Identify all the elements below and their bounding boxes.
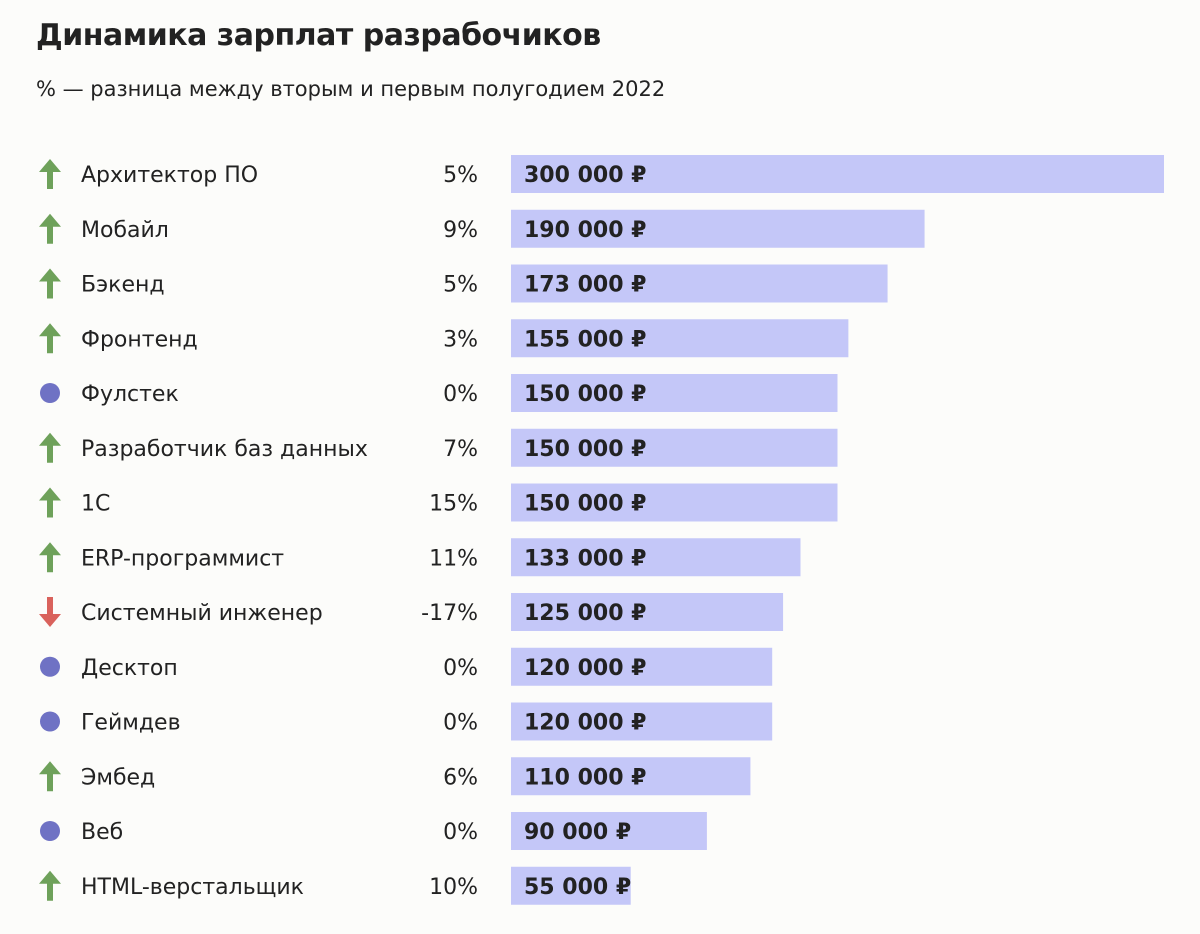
change-percent: 0% xyxy=(443,382,478,407)
chart-row: ERP-программист 11% 133 000 ₽ xyxy=(39,538,801,577)
bar-value-label: 133 000 ₽ xyxy=(524,546,646,571)
bar-value-label: 190 000 ₽ xyxy=(524,218,646,243)
category-label: Геймдев xyxy=(81,711,181,736)
category-label: HTML-верстальщик xyxy=(81,875,304,900)
chart-title: Динамика зарплат разрабочиков xyxy=(36,18,601,53)
category-label: Эмбед xyxy=(81,765,155,790)
arrow-down-icon xyxy=(39,597,61,627)
dot-icon xyxy=(40,656,60,677)
arrow-up-icon xyxy=(39,761,61,792)
category-label: Веб xyxy=(81,820,123,845)
change-percent: 5% xyxy=(443,163,478,188)
dot-icon xyxy=(40,383,60,403)
salary-bar xyxy=(511,538,801,577)
change-percent: 0% xyxy=(443,656,478,681)
chart-subtitle: % — разница между вторым и первым полуго… xyxy=(36,77,666,101)
salary-bar xyxy=(511,647,773,686)
category-label: Фронтенд xyxy=(81,327,198,352)
salary-bar xyxy=(511,812,707,850)
salary-bar xyxy=(511,866,631,905)
chart-row: Мобайл 9% 190 000 ₽ xyxy=(39,209,925,248)
change-percent: 15% xyxy=(429,492,478,517)
bar-value-label: 120 000 ₽ xyxy=(524,711,646,736)
category-label: Бэкенд xyxy=(81,273,165,298)
chart-row: 1С 15% 150 000 ₽ xyxy=(39,483,838,522)
category-label: Фулстек xyxy=(81,382,179,407)
category-label: ERP-программист xyxy=(81,546,284,571)
bar-value-label: 125 000 ₽ xyxy=(524,601,646,626)
bar-value-label: 120 000 ₽ xyxy=(524,656,646,681)
change-percent: 5% xyxy=(443,273,478,298)
salary-bar xyxy=(511,757,751,796)
arrow-up-icon xyxy=(39,268,61,299)
category-label: Системный инженер xyxy=(81,601,323,626)
arrow-up-icon xyxy=(39,542,61,573)
change-percent: 3% xyxy=(443,327,478,352)
salary-bar xyxy=(511,483,838,522)
salary-bar xyxy=(511,428,838,467)
bar-value-label: 150 000 ₽ xyxy=(524,437,646,462)
arrow-up-icon xyxy=(39,213,61,244)
category-label: 1С xyxy=(81,492,110,517)
salary-bar xyxy=(511,319,849,358)
change-percent: 10% xyxy=(429,875,478,900)
salary-bar xyxy=(511,264,888,303)
salary-bar xyxy=(511,374,838,412)
category-label: Десктоп xyxy=(81,656,178,681)
salary-bar xyxy=(511,209,925,248)
bar-value-label: 155 000 ₽ xyxy=(524,327,646,352)
bar-value-label: 90 000 ₽ xyxy=(524,820,631,845)
change-percent: 9% xyxy=(443,218,478,243)
salary-bar xyxy=(511,702,773,741)
arrow-up-icon xyxy=(39,323,61,354)
arrow-up-icon xyxy=(39,159,61,189)
chart-row: Бэкенд 5% 173 000 ₽ xyxy=(39,264,888,303)
arrow-up-icon xyxy=(39,870,61,901)
bar-value-label: 150 000 ₽ xyxy=(524,492,646,517)
chart-row: Системный инженер -17% 125 000 ₽ xyxy=(39,593,784,631)
category-label: Разработчик баз данных xyxy=(81,437,368,462)
bar-value-label: 110 000 ₽ xyxy=(524,765,646,790)
change-percent: 0% xyxy=(443,711,478,736)
bar-value-label: 173 000 ₽ xyxy=(524,273,646,298)
chart-row: Эмбед 6% 110 000 ₽ xyxy=(39,757,751,796)
chart-row: Разработчик баз данных 7% 150 000 ₽ xyxy=(39,428,838,467)
chart-row: Фулстек 0% 150 000 ₽ xyxy=(40,374,838,412)
change-percent: 0% xyxy=(443,820,478,845)
bar-value-label: 300 000 ₽ xyxy=(524,163,646,188)
chart-row: Десктоп 0% 120 000 ₽ xyxy=(40,647,773,686)
change-percent: 7% xyxy=(443,437,478,462)
dot-icon xyxy=(40,821,60,841)
category-label: Мобайл xyxy=(81,218,169,243)
dot-icon xyxy=(40,711,60,732)
arrow-up-icon xyxy=(39,487,61,518)
change-percent: -17% xyxy=(421,601,478,626)
category-label: Архитектор ПО xyxy=(81,163,258,188)
salary-bar xyxy=(511,155,1164,193)
chart-row: HTML-верстальщик 10% 55 000 ₽ xyxy=(39,866,631,905)
change-percent: 6% xyxy=(443,765,478,790)
bar-value-label: 55 000 ₽ xyxy=(524,875,631,900)
chart-row: Фронтенд 3% 155 000 ₽ xyxy=(39,319,849,358)
bar-value-label: 150 000 ₽ xyxy=(524,382,646,407)
chart-row: Геймдев 0% 120 000 ₽ xyxy=(40,702,773,741)
arrow-up-icon xyxy=(39,432,61,463)
chart-row: Веб 0% 90 000 ₽ xyxy=(40,812,707,850)
change-percent: 11% xyxy=(429,546,478,571)
salary-bar xyxy=(511,593,784,631)
chart-row: Архитектор ПО 5% 300 000 ₽ xyxy=(39,155,1164,193)
